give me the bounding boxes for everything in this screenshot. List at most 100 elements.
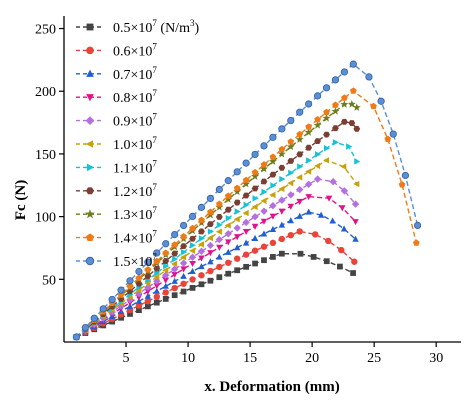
data-point	[233, 168, 241, 176]
data-point	[189, 260, 196, 268]
data-point	[325, 237, 332, 245]
data-point	[153, 257, 161, 265]
data-point	[207, 277, 214, 284]
data-point	[144, 266, 152, 273]
data-point	[144, 292, 152, 299]
data-point	[287, 191, 295, 199]
data-point	[72, 333, 81, 341]
data-point	[242, 228, 250, 236]
data-point	[377, 97, 385, 105]
series-line	[75, 121, 358, 338]
data-point	[269, 133, 277, 141]
legend-entry: 0.8×107	[76, 88, 157, 106]
data-point	[314, 138, 321, 145]
data-point	[252, 195, 259, 202]
data-point	[389, 130, 397, 138]
data-point	[352, 219, 359, 226]
data-point	[305, 100, 313, 108]
legend-label: 1.1×107	[113, 158, 157, 176]
data-point	[278, 125, 286, 133]
data-point	[162, 267, 169, 274]
data-point	[401, 171, 410, 180]
data-point	[269, 225, 277, 232]
data-point	[163, 262, 170, 270]
data-point	[215, 213, 223, 220]
data-point	[242, 176, 250, 184]
data-point	[353, 180, 360, 188]
data-point	[348, 120, 356, 126]
data-point	[162, 289, 169, 296]
data-point	[251, 247, 259, 254]
legend-label: 1.2×107	[113, 182, 157, 200]
data-point	[296, 185, 304, 194]
data-point	[297, 250, 304, 257]
data-point	[243, 201, 250, 209]
data-point	[224, 177, 232, 185]
data-point	[270, 254, 276, 260]
data-point	[206, 241, 215, 250]
data-point	[233, 216, 240, 223]
data-point	[261, 188, 268, 196]
data-point	[180, 272, 187, 279]
data-point	[340, 225, 348, 232]
data-point	[349, 87, 357, 94]
data-point	[144, 288, 152, 295]
data-point	[225, 239, 232, 246]
data-point	[234, 208, 241, 215]
data-point	[329, 217, 336, 224]
data-point	[304, 128, 313, 136]
data-point	[287, 158, 295, 164]
data-point	[162, 249, 170, 256]
x-tick-label: 25	[367, 351, 381, 366]
data-point	[233, 255, 241, 262]
data-point	[268, 157, 277, 165]
x-tick-label: 5	[123, 351, 130, 366]
data-point	[242, 209, 249, 217]
data-point	[269, 171, 277, 178]
y-tick-label: 200	[35, 85, 56, 100]
data-point	[350, 270, 356, 276]
data-point	[216, 221, 223, 229]
data-point	[189, 224, 196, 232]
legend-entry: 1.4×107	[76, 229, 157, 247]
data-point	[180, 232, 187, 240]
data-point	[339, 205, 346, 212]
data-point	[206, 234, 213, 242]
data-point	[162, 271, 170, 279]
y-tick-label: 250	[35, 23, 56, 38]
data-point	[296, 198, 303, 205]
data-point	[135, 274, 143, 281]
legend-marker	[85, 140, 94, 148]
data-point	[287, 116, 295, 125]
data-point	[260, 161, 268, 168]
data-point	[224, 192, 232, 199]
data-point	[144, 280, 151, 287]
y-axis-title: Fc (N)	[13, 180, 29, 220]
legend-marker	[85, 209, 95, 219]
data-point	[260, 230, 268, 237]
series-10	[72, 60, 422, 341]
data-point	[322, 157, 330, 164]
data-point	[188, 253, 197, 261]
y-tick-label: 50	[42, 273, 56, 288]
data-point	[135, 297, 143, 304]
data-point	[171, 284, 178, 292]
data-point	[295, 135, 304, 143]
data-point	[349, 60, 357, 68]
data-point	[171, 241, 179, 248]
data-point	[278, 221, 286, 228]
legend-entry: 0.6×107	[76, 41, 157, 59]
legend-entry: 0.7×107	[76, 65, 157, 83]
data-point	[278, 250, 285, 257]
data-point	[135, 280, 143, 287]
data-point	[117, 286, 125, 294]
data-point	[215, 200, 223, 207]
data-point	[305, 194, 312, 201]
data-point	[162, 282, 169, 289]
plot-area	[72, 60, 422, 341]
data-point	[162, 240, 170, 248]
data-point	[260, 243, 268, 250]
legend-marker	[86, 46, 94, 55]
data-point	[296, 228, 303, 235]
legend-label: 1.4×107	[113, 229, 157, 247]
